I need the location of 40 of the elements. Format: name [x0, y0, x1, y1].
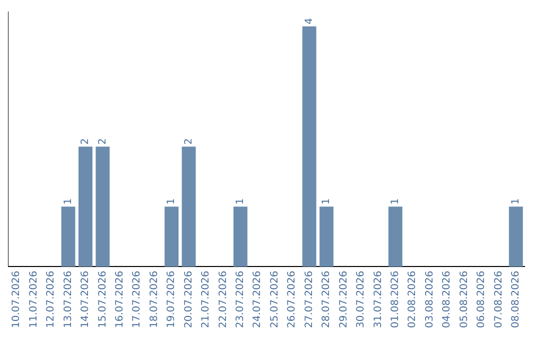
- x-tick-label: 21.07.2026: [200, 270, 212, 328]
- data-label: 1: [62, 198, 74, 205]
- data-label: 2: [80, 138, 92, 145]
- x-tick-label: 17.07.2026: [132, 270, 143, 328]
- x-tick-label: 07.08.2026: [493, 270, 504, 328]
- x-tick-label: 27.07.2026: [304, 270, 315, 328]
- data-label: 1: [390, 198, 401, 205]
- x-tick-label: 15.07.2026: [97, 270, 108, 328]
- data-label: 2: [183, 138, 194, 145]
- x-tick-label: 04.08.2026: [442, 270, 453, 328]
- x-tick-label: 30.07.2026: [356, 270, 367, 328]
- x-tick-label: 12.07.2026: [46, 270, 57, 328]
- x-tick-label: 26.07.2026: [286, 270, 298, 328]
- x-tick-label: 25.07.2026: [269, 270, 280, 328]
- x-tick-label: 06.08.2026: [476, 270, 488, 328]
- x-tick-label: 01.08.2026: [390, 270, 401, 328]
- x-tick-label: 18.07.2026: [148, 270, 160, 328]
- x-tick-label: 16.07.2026: [114, 270, 126, 328]
- x-tick-label: 19.07.2026: [166, 270, 178, 328]
- x-tick-label: 08.08.2026: [510, 270, 522, 328]
- data-label: 4: [304, 18, 315, 24]
- data-label: 1: [510, 198, 522, 205]
- data-label: 1: [321, 198, 332, 205]
- data-label: 2: [97, 138, 108, 145]
- x-tick-label: 14.07.2026: [80, 270, 92, 328]
- x-tick-label: 31.07.2026: [372, 270, 384, 328]
- x-tick-label: 03.08.2026: [424, 270, 436, 328]
- x-tick-label: 11.07.2026: [28, 270, 40, 328]
- x-tick-label: 13.07.2026: [62, 270, 74, 328]
- x-tick-label: 22.07.2026: [218, 270, 229, 328]
- x-tick-label: 29.07.2026: [338, 270, 350, 328]
- x-tick-label: 05.08.2026: [458, 270, 470, 328]
- x-tick-label: 23.07.2026: [235, 270, 246, 328]
- x-tick-label: 20.07.2026: [183, 270, 194, 328]
- x-tick-label: 28.07.2026: [321, 270, 332, 328]
- data-label: 1: [166, 198, 178, 205]
- data-label: 1: [235, 198, 246, 205]
- x-tick-label: 02.08.2026: [407, 270, 418, 328]
- x-tick-label: 24.07.2026: [252, 270, 264, 328]
- x-tick-label: 10.07.2026: [11, 270, 22, 328]
